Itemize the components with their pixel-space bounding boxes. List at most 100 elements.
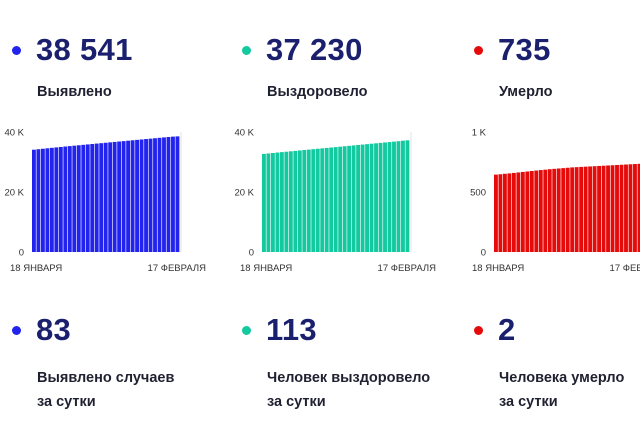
detected-ytick-label: 0: [19, 248, 24, 259]
deaths-ytick-label: 1 K: [472, 128, 487, 139]
detected-dot: [12, 45, 21, 55]
detected-daily-label-line2: за сутки: [37, 394, 96, 410]
detected-ytick-label: 20 K: [4, 188, 24, 199]
deaths-bar: [610, 165, 615, 252]
recovered-bar: [315, 148, 320, 252]
detected-bar: [72, 145, 77, 252]
recovered-daily-label-line1: Человек выздоровело: [267, 370, 431, 386]
recovered-daily-label: Человек выздоровело за сутки: [267, 366, 430, 414]
daily-row: 113: [242, 312, 317, 348]
panel-detected: 38 541 Выявлено 0 20 K 40 K 18 ЯНВАРЯ 17 ФЕВ…: [0, 0, 230, 429]
deaths-bar: [606, 165, 610, 252]
recovered-bar: [324, 147, 329, 252]
detected-xtick-end: 17 ФЕВРАЛЯ: [148, 263, 207, 274]
recovered-bar: [351, 145, 356, 252]
recovered-dot: [242, 45, 251, 55]
recovered-bar: [365, 144, 370, 252]
deaths-bar: [516, 172, 521, 252]
deaths-bar: [565, 167, 570, 252]
recovered-bar: [347, 145, 352, 252]
detected-bar: [81, 144, 86, 252]
detected-bar: [112, 141, 117, 252]
deaths-xtick-start: 18 ЯНВАРЯ: [472, 263, 524, 274]
deaths-label: Умерло: [499, 84, 553, 100]
detected-bar: [139, 139, 144, 252]
recovered-bar: [270, 153, 275, 252]
detected-bar: [135, 139, 140, 252]
detected-bar: [58, 146, 63, 252]
deaths-bar: [615, 165, 619, 252]
deaths-bar: [511, 172, 516, 252]
recovered-bar: [329, 147, 334, 252]
detected-bar: [148, 138, 153, 252]
deaths-daily: 2: [498, 312, 516, 347]
detected-bar: [90, 144, 95, 252]
recovered-bar: [405, 140, 410, 252]
deaths-bar: [543, 169, 548, 252]
detected-bar: [85, 144, 90, 252]
recovered-bar: [338, 146, 343, 252]
deaths-daily-label: Человека умерло за сутки: [499, 366, 624, 414]
daily-row: 83: [12, 312, 71, 348]
detected-label: Выявлено: [37, 84, 112, 100]
detected-bar: [166, 136, 171, 252]
deaths-bar: [592, 166, 597, 252]
recovered-chart: 0 20 K 40 K 18 ЯНВАРЯ 17 ФЕВРАЛЯ: [230, 122, 460, 282]
deaths-bar: [624, 164, 628, 252]
recovered-bar: [311, 149, 316, 252]
detected-bar: [153, 138, 157, 252]
recovered-xtick-end: 17 ФЕВРАЛЯ: [378, 263, 437, 274]
recovered-bar: [396, 141, 401, 252]
recovered-bar: [320, 148, 325, 252]
deaths-bar: [579, 166, 584, 252]
detected-bar: [103, 142, 108, 252]
recovered-daily-label-line2: за сутки: [267, 394, 326, 410]
deaths-ytick-label: 500: [470, 188, 486, 199]
recovered-bar: [387, 142, 392, 252]
recovered-bar: [401, 140, 405, 252]
deaths-bar: [529, 171, 534, 252]
detected-xtick-start: 18 ЯНВАРЯ: [10, 263, 62, 274]
recovered-bar: [378, 142, 383, 252]
detected-bar: [54, 147, 59, 252]
detected-daily-label: Выявлено случаев за сутки: [37, 366, 174, 414]
deaths-bar: [552, 168, 557, 252]
detected-daily-dot: [12, 325, 21, 335]
detected-bar: [76, 145, 81, 252]
detected-bar: [108, 142, 113, 252]
detected-bar: [63, 146, 68, 252]
detected-bar: [49, 147, 54, 252]
detected-bar: [94, 143, 99, 252]
recovered-ytick-label: 0: [249, 248, 254, 259]
recovered-label: Выздоровело: [267, 84, 368, 100]
deaths-bar: [574, 167, 579, 252]
recovered-bar: [293, 150, 298, 252]
deaths-bar: [561, 168, 566, 252]
recovered-bar: [279, 152, 284, 252]
recovered-bar: [302, 150, 307, 252]
detected-bar: [144, 139, 148, 252]
deaths-total: 735: [498, 32, 551, 67]
deaths-bar: [507, 173, 512, 252]
recovered-bar: [275, 152, 280, 252]
deaths-daily-label-line2: за сутки: [499, 394, 558, 410]
detected-bar: [121, 141, 126, 252]
deaths-bar: [633, 164, 637, 252]
recovered-daily-dot: [242, 325, 251, 335]
deaths-dot: [474, 45, 483, 55]
recovered-daily: 113: [266, 312, 317, 347]
deaths-bar: [637, 163, 640, 252]
deaths-ytick-label: 0: [481, 248, 486, 259]
recovered-bar: [369, 143, 374, 252]
deaths-bar: [597, 165, 602, 252]
deaths-bar: [556, 168, 561, 252]
detected-bar: [175, 136, 180, 252]
deaths-bar: [588, 166, 593, 252]
deaths-bar: [525, 171, 530, 252]
detected-daily: 83: [36, 312, 72, 347]
total-row: 735: [474, 32, 551, 68]
detected-bar: [40, 148, 45, 252]
detected-chart: 0 20 K 40 K 18 ЯНВАРЯ 17 ФЕВРАЛЯ: [0, 122, 230, 282]
recovered-bar: [262, 153, 266, 252]
deaths-bar: [534, 170, 539, 252]
